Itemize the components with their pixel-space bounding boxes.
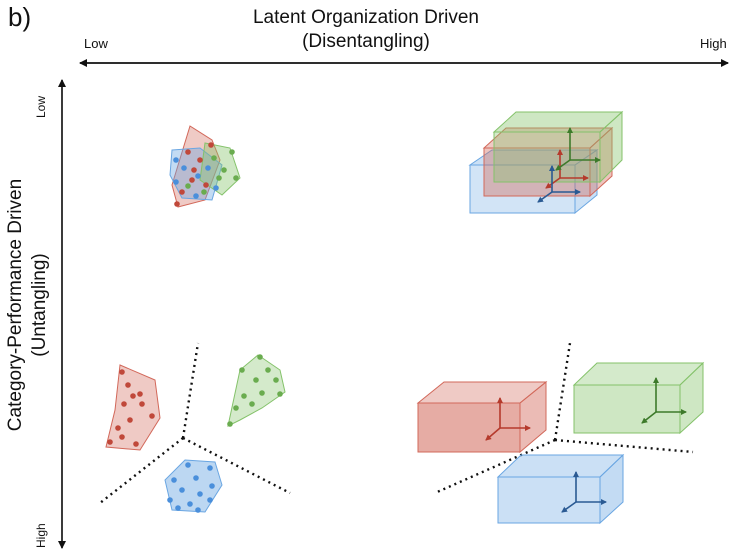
x-axis-title-line1: Latent Organization Driven <box>252 7 479 28</box>
blue-axes-icon <box>537 165 581 203</box>
red-box-bottom <box>416 380 548 454</box>
blue-box-bottom <box>496 453 625 525</box>
blue-box-top <box>468 149 599 215</box>
separated-point-clouds <box>99 342 291 513</box>
overlapping-boxes-with-axes <box>468 110 624 215</box>
x-axis-title: Latent Organization Driven (Disentanglin… <box>0 6 732 54</box>
red-box-top <box>482 126 614 198</box>
green-axes-icon <box>641 377 687 424</box>
red-axes-icon <box>545 149 589 189</box>
x-axis-low-label: Low <box>84 36 108 51</box>
separated-boxes-with-axes <box>416 342 705 525</box>
decision-boundaries <box>434 342 694 495</box>
green-cloud-hull <box>227 354 286 427</box>
red-cloud-hull <box>105 364 161 451</box>
blue-cloud-hull <box>169 147 223 201</box>
green-box-bottom <box>572 361 705 435</box>
x-axis-title-line2: (Disentangling) <box>302 31 430 52</box>
green-axes-icon <box>555 127 601 171</box>
x-axis-high-label: High <box>700 36 727 51</box>
panel-label: b) <box>8 2 32 32</box>
green-box-top <box>492 110 624 184</box>
green-cloud-hull <box>199 142 241 196</box>
blue-axes-icon <box>561 471 607 513</box>
tangled-point-clouds <box>169 125 241 208</box>
red-axes-icon <box>485 397 531 441</box>
decision-boundaries <box>99 342 291 504</box>
